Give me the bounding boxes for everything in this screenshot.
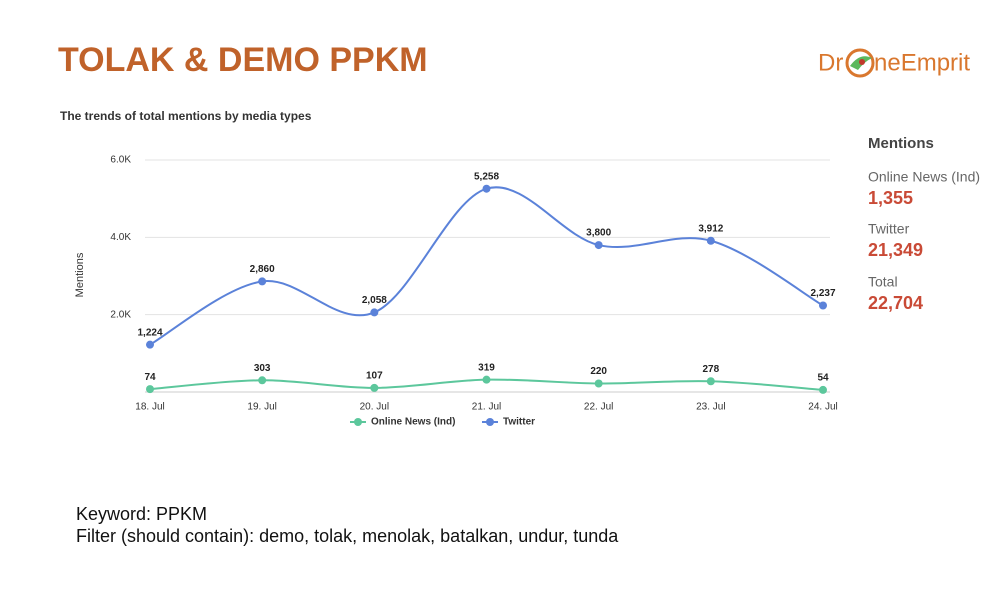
note: Keyword: PPKM <box>76 504 207 524</box>
data-label: 2,237 <box>810 288 835 299</box>
data-label: 319 <box>478 362 495 373</box>
y-tick-label: 6.0K <box>110 155 131 166</box>
data-label: 54 <box>817 373 829 384</box>
data-point <box>819 385 827 394</box>
summary-label: Twitter <box>868 221 910 237</box>
y-tick-label: 4.0K <box>110 232 131 243</box>
legend-swatch <box>486 418 494 426</box>
data-label: 1,224 <box>137 327 162 338</box>
chart-title: The trends of total mentions by media ty… <box>60 109 312 123</box>
logo-text: neEmprit <box>874 49 970 76</box>
x-tick-label: 22. Jul <box>584 402 613 413</box>
legend-label: Twitter <box>503 417 535 428</box>
summary-value: 1,355 <box>868 188 913 208</box>
data-point <box>258 376 267 385</box>
x-tick-label: 19. Jul <box>247 402 276 413</box>
x-tick-label: 23. Jul <box>696 402 725 413</box>
data-point <box>706 236 715 245</box>
data-point <box>370 383 379 392</box>
data-point <box>146 340 154 349</box>
data-point <box>706 377 715 386</box>
x-tick-label: 20. Jul <box>360 402 389 413</box>
data-label: 107 <box>366 371 383 382</box>
note: Filter (should contain): demo, tolak, me… <box>76 526 619 546</box>
data-point <box>146 385 154 394</box>
data-label: 3,800 <box>586 228 611 239</box>
legend-swatch <box>354 418 362 426</box>
data-label: 3,912 <box>698 223 723 234</box>
data-point <box>258 277 267 286</box>
data-label: 2,860 <box>250 264 275 275</box>
logo-text: Dr <box>818 49 843 76</box>
data-point <box>482 184 491 193</box>
data-point <box>482 375 491 384</box>
data-label: 220 <box>590 366 607 377</box>
data-label: 2,058 <box>362 295 387 306</box>
data-point <box>594 241 603 250</box>
data-point <box>819 301 827 310</box>
data-label: 278 <box>702 364 719 375</box>
summary-value: 21,349 <box>868 240 923 260</box>
data-point <box>370 308 379 317</box>
data-label: 5,258 <box>474 171 499 182</box>
summary-value: 22,704 <box>868 293 923 313</box>
data-point <box>594 379 603 388</box>
slide-title: TOLAK & DEMO PPKM <box>58 41 428 79</box>
legend-label: Online News (Ind) <box>371 417 455 428</box>
y-tick-label: 2.0K <box>110 309 131 320</box>
x-tick-label: 21. Jul <box>472 402 501 413</box>
y-axis-label: Mentions <box>74 252 86 297</box>
x-tick-label: 24. Jul <box>808 402 837 413</box>
data-label: 74 <box>144 372 156 383</box>
summary-label: Total <box>868 274 898 290</box>
summary-title: Mentions <box>868 135 934 152</box>
logo-icon <box>845 48 875 78</box>
x-tick-label: 18. Jul <box>135 402 164 413</box>
data-label: 303 <box>254 363 271 374</box>
summary-label: Online News (Ind) <box>868 169 980 185</box>
